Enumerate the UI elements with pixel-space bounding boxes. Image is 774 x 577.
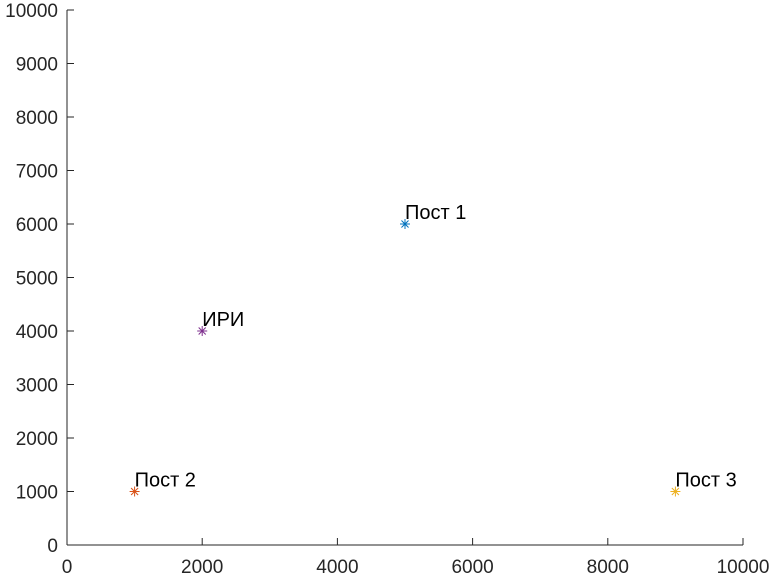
data-point: ИРИ <box>197 309 244 336</box>
y-tick-label: 2000 <box>16 429 58 450</box>
x-tick-label: 6000 <box>451 557 493 577</box>
y-tick-label: 10000 <box>5 1 58 22</box>
asterisk-marker-icon <box>670 486 681 497</box>
y-tick-label: 3000 <box>16 376 58 397</box>
x-tick-label: 10000 <box>717 557 770 577</box>
y-tick-label: 1000 <box>16 483 58 504</box>
y-tick-label: 8000 <box>16 108 58 129</box>
asterisk-marker-icon <box>129 486 140 497</box>
ticks: 0 2000 4000 6000 8000 10000 0 1000 2000 3000 4000 5… <box>5 1 769 577</box>
x-tick-label: 4000 <box>316 557 358 577</box>
x-tick-label: 2000 <box>181 557 223 577</box>
y-tick-label: 7000 <box>16 162 58 183</box>
data-point: Пост 1 <box>400 202 466 229</box>
asterisk-marker-icon <box>197 326 208 336</box>
x-tick-label: 8000 <box>587 557 629 577</box>
asterisk-marker-icon <box>400 219 410 229</box>
point-label: Пост 2 <box>135 470 196 492</box>
point-label: Пост 1 <box>405 202 466 224</box>
x-tick-label: 0 <box>62 557 73 577</box>
axes <box>66 10 743 546</box>
data-point: Пост 2 <box>129 470 196 497</box>
data-point: Пост 3 <box>670 470 737 497</box>
point-label: ИРИ <box>202 309 244 331</box>
data-points: Пост 1 Пост 2 Пост 3 ИРИ <box>129 202 737 497</box>
y-tick-label: 5000 <box>16 269 58 290</box>
y-tick-label: 9000 <box>16 55 58 76</box>
y-tick-label: 6000 <box>16 215 58 236</box>
y-tick-label: 0 <box>47 536 58 557</box>
y-tick-label: 4000 <box>16 322 58 343</box>
point-label: Пост 3 <box>675 470 736 492</box>
